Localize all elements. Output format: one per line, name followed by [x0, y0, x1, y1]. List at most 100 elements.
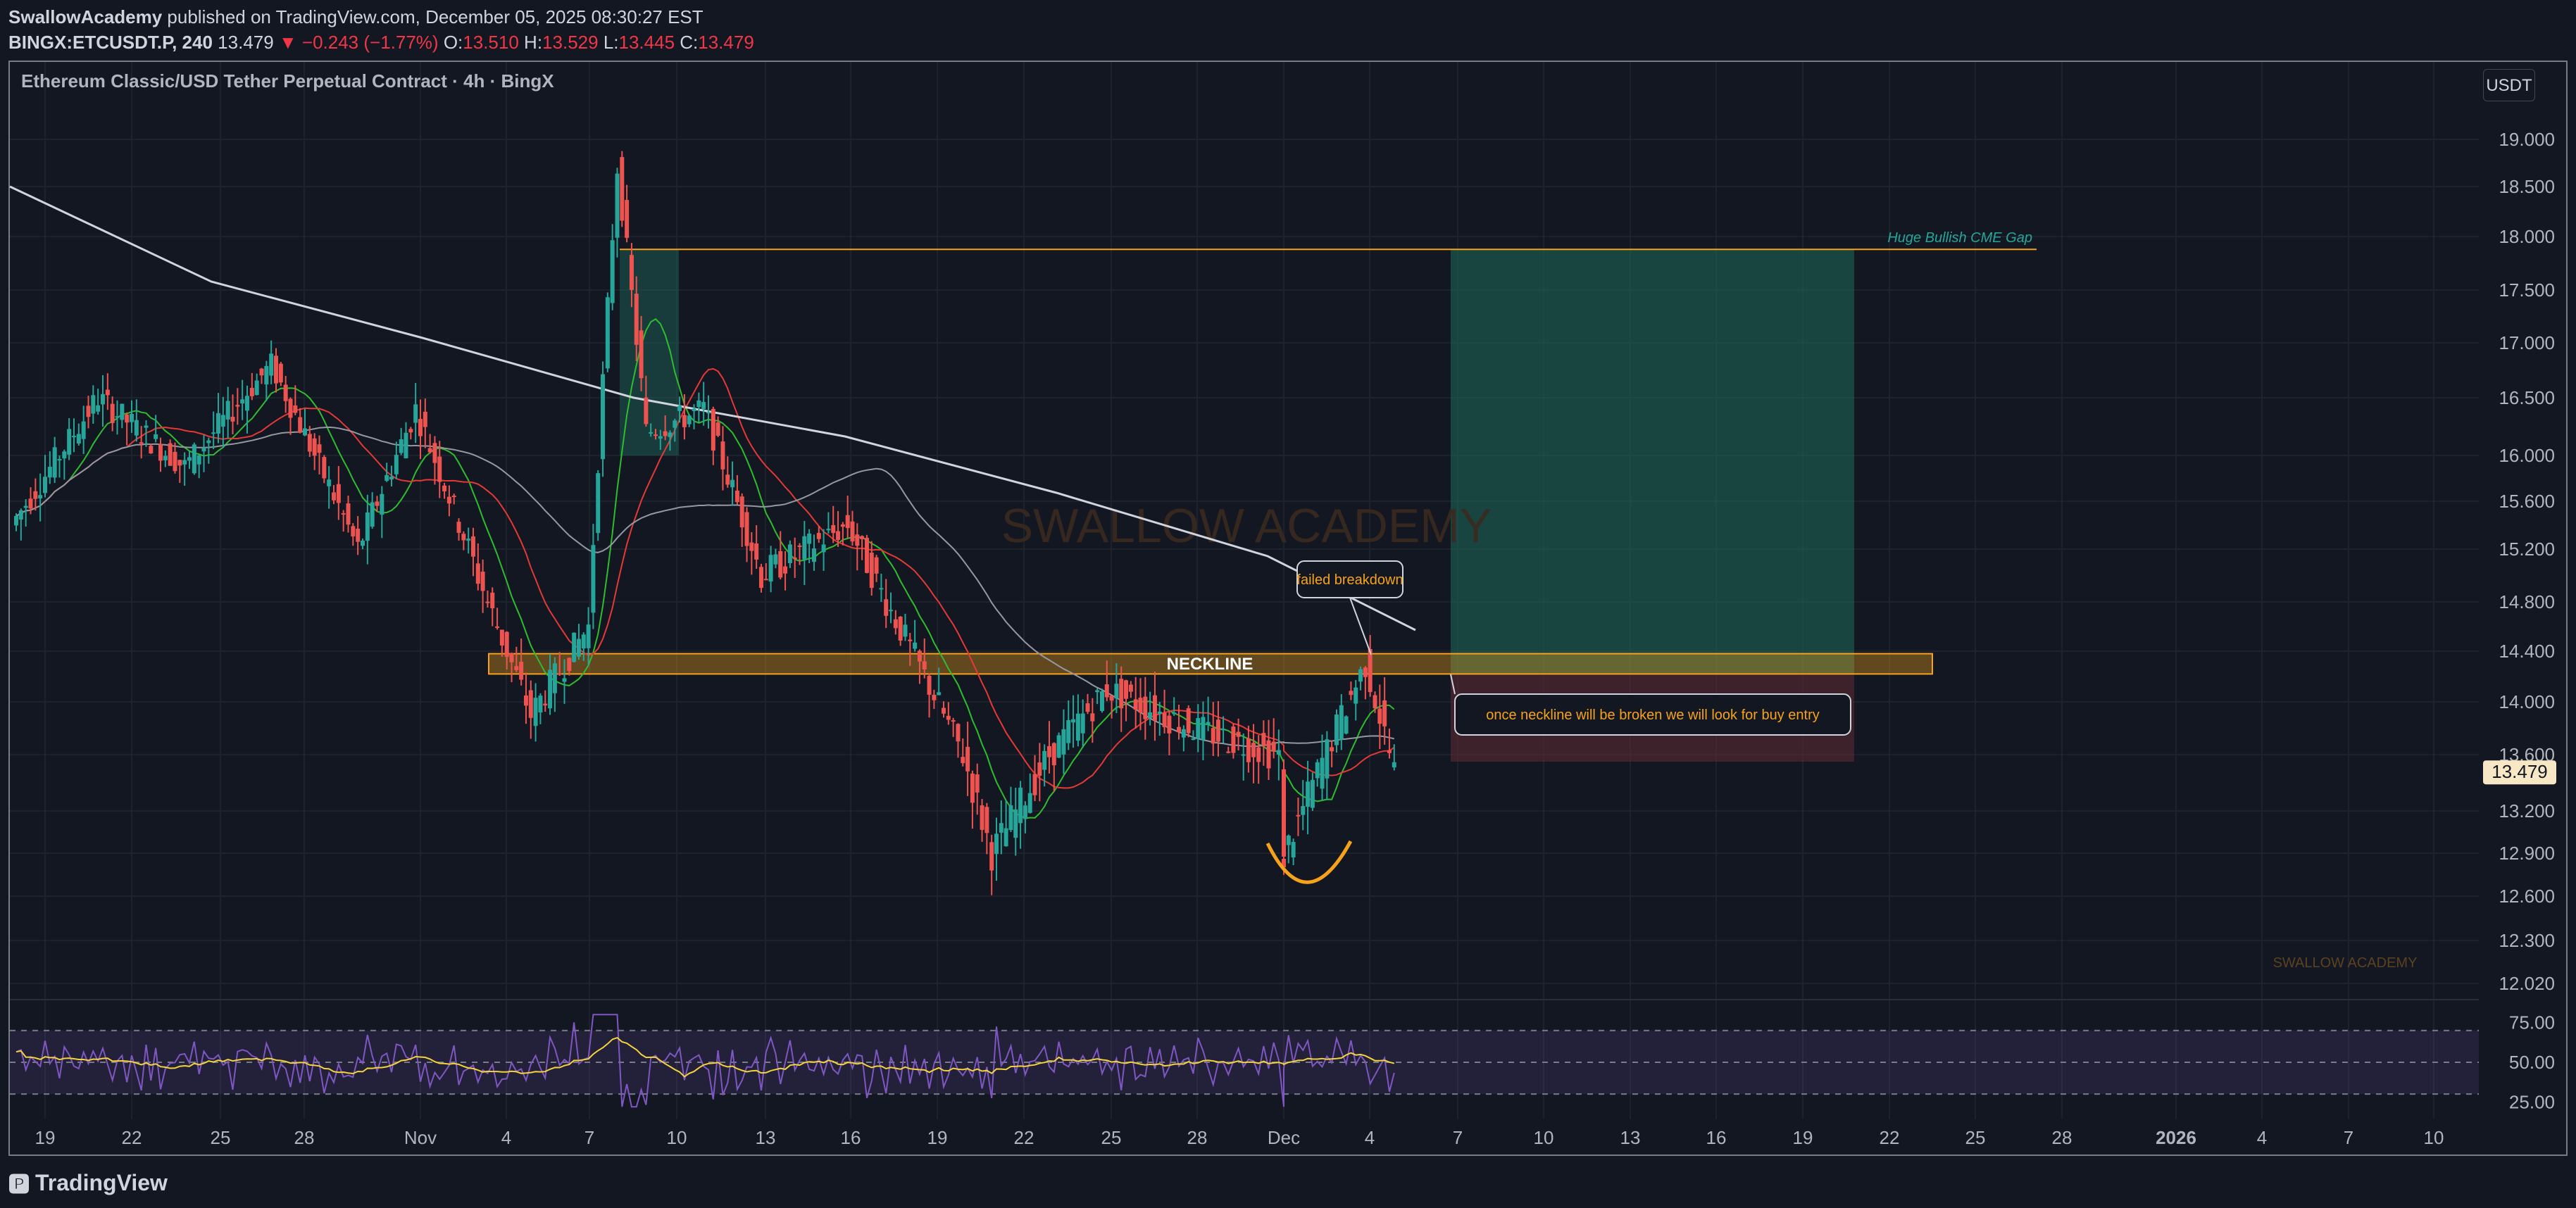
candle-body [1266, 740, 1271, 769]
time-tick-label: 4 [1365, 1127, 1375, 1148]
axes: 19.000 18.500 18.000 17.500 17.000 16.500 16.0… [35, 129, 2556, 1148]
grid [10, 62, 2479, 1119]
candle-body [283, 384, 288, 401]
price-tick-label: 15.200 [2499, 539, 2555, 560]
candle-body [1032, 774, 1037, 795]
price-tick-label: 16.000 [2499, 445, 2555, 466]
time-tick-label: 4 [501, 1127, 511, 1148]
candle-body [1042, 750, 1047, 770]
time-tick-label: 7 [2344, 1127, 2353, 1148]
candle-body [980, 805, 984, 830]
candle-body [1167, 715, 1172, 734]
price-tick-label: 14.000 [2499, 691, 2555, 712]
candle-body [1353, 687, 1358, 704]
price-tick-label: 15.600 [2499, 491, 2555, 512]
candle-body [879, 588, 884, 590]
time-tick-label: 10 [667, 1127, 687, 1148]
time-tick-label: 16 [841, 1127, 861, 1148]
candle-body [384, 474, 389, 481]
neckline-entry-pointer [1450, 674, 1456, 695]
candle-body [831, 524, 836, 534]
candle-body [1109, 696, 1114, 701]
candle-body [154, 434, 158, 439]
tradingview-logo[interactable]: 🅿 TradingView [8, 1169, 168, 1198]
candle-body [1363, 667, 1368, 677]
candle-body [158, 443, 163, 461]
ma-long-line [9, 185, 1416, 631]
price-tick-label: 12.300 [2499, 930, 2555, 951]
candle-body [278, 363, 283, 383]
candle-body [543, 703, 548, 706]
time-tick-label: 2026 [2156, 1127, 2196, 1148]
rsi-tick-label: 50.00 [2509, 1052, 2555, 1073]
candle-body [76, 434, 81, 444]
candle-body [1124, 680, 1129, 699]
candle-body [1282, 858, 1286, 868]
candle-body [72, 436, 76, 438]
candle-body [1162, 712, 1167, 727]
failed-breakdown-text: failed breakdown [1296, 572, 1403, 588]
candle-body [1310, 779, 1315, 808]
candle-body [125, 414, 130, 423]
time-tick-label: 7 [584, 1127, 594, 1148]
candle-body [572, 632, 577, 662]
candle-body [1320, 757, 1325, 789]
candle-body [110, 403, 115, 423]
candle-body [62, 451, 67, 459]
rsi-panel: 75.00 50.00 25.00 [10, 999, 2555, 1112]
candle-body [1377, 708, 1382, 724]
candle-body [442, 485, 447, 491]
candle-body [840, 524, 845, 527]
candle-body [845, 515, 850, 529]
candle-body [654, 434, 658, 436]
candle-body [855, 534, 860, 546]
candle-body [1128, 684, 1133, 692]
candle-body [28, 498, 33, 509]
candle-body [47, 467, 52, 478]
candle-body [1330, 747, 1334, 752]
last-price-tag [2483, 760, 2556, 785]
candle-body [293, 405, 298, 413]
close-value: 13.479 [698, 32, 754, 53]
price-tick-label: 14.400 [2499, 641, 2555, 662]
candle-body [927, 676, 932, 695]
candle-body [999, 823, 1003, 833]
candle-body [485, 601, 490, 603]
candle-body [451, 496, 456, 498]
candle-body [317, 444, 322, 453]
candle-body [336, 484, 341, 503]
currency-button[interactable]: USDT [2483, 69, 2535, 101]
symbol-title: Ethereum Classic/USD Tether Perpetual Co… [21, 70, 554, 92]
author-name[interactable]: SwallowAcademy [8, 6, 163, 27]
price-tick-label: 16.500 [2499, 387, 2555, 408]
time-tick-label: 10 [1534, 1127, 1554, 1148]
candle-body [361, 540, 365, 546]
candle-body [1061, 729, 1066, 755]
candle-body [557, 673, 562, 675]
cme-gap-label: Huge Bullish CME Gap [1887, 230, 2032, 246]
time-tick-label: 22 [122, 1127, 142, 1148]
ma-mid-line [15, 367, 1395, 789]
candle-body [1226, 751, 1231, 753]
candle-body [749, 542, 754, 551]
candles [14, 151, 1396, 895]
time-tick-label: 4 [2257, 1127, 2267, 1148]
time-tick-label: 28 [1187, 1127, 1208, 1148]
candle-body [1023, 805, 1027, 819]
candle-body [1133, 699, 1138, 710]
candle-body [601, 374, 606, 460]
candle-body [177, 460, 182, 466]
candle-body [836, 531, 841, 541]
time-tick-label: Nov [404, 1127, 437, 1148]
candle-body [864, 538, 869, 573]
candle-body [1296, 814, 1301, 817]
candle-body [811, 548, 816, 562]
candle-body [758, 567, 763, 589]
candle-body [797, 545, 802, 547]
last-price-tag-label: 13.479 [2491, 761, 2548, 782]
candle-body [288, 398, 293, 418]
candle-body [1358, 669, 1363, 682]
candle-body [91, 395, 96, 414]
candle-body [499, 629, 504, 646]
